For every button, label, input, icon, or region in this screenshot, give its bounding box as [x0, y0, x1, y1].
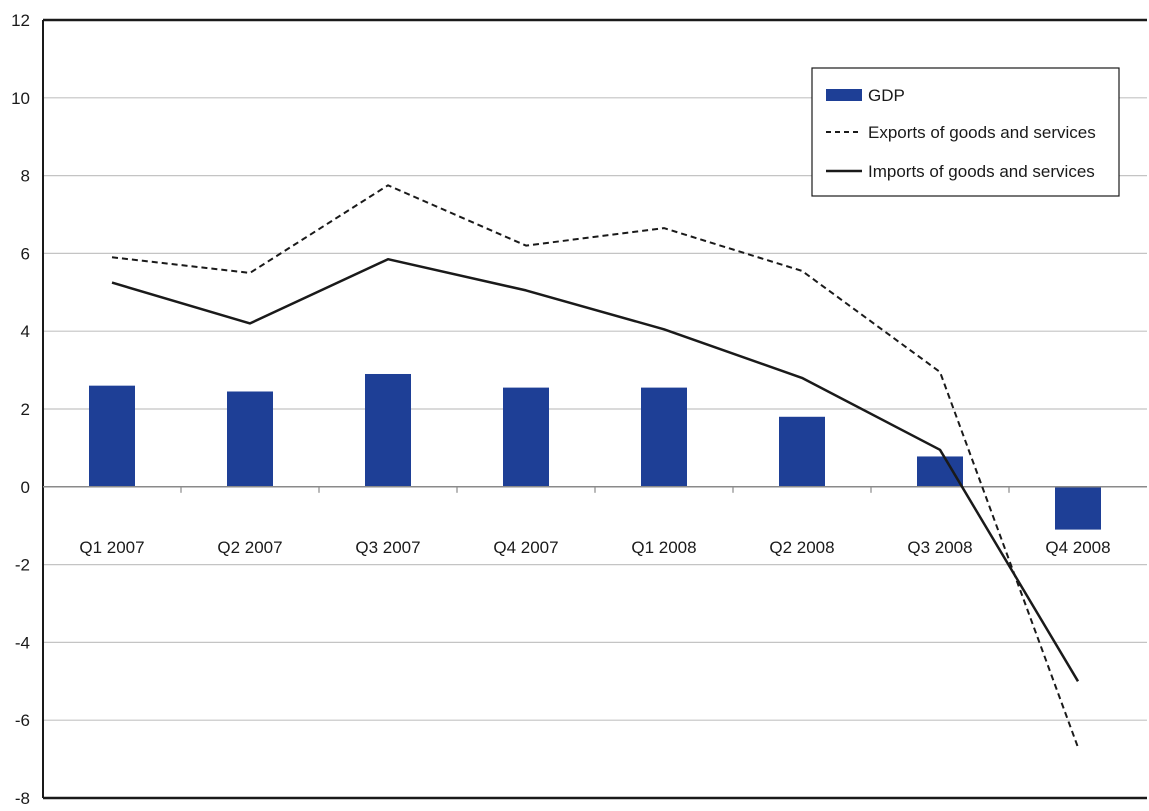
- x-tick-label: Q2 2008: [769, 538, 834, 557]
- legend-label-exports: Exports of goods and services: [868, 123, 1096, 142]
- y-tick-label: 6: [21, 244, 30, 263]
- axes: [42, 18, 1147, 800]
- bar-gdp: [641, 387, 687, 487]
- y-tick-label: -2: [15, 556, 30, 575]
- bar-gdp: [227, 391, 273, 487]
- x-tick-labels: Q1 2007 Q2 2007 Q3 2007 Q4 2007 Q1 2008 Q2 20…: [79, 538, 1110, 557]
- y-tick-labels: 12 10 8 6 4 2 0 -2 -4 -6 -8: [11, 11, 30, 808]
- legend-label-gdp: GDP: [868, 86, 905, 105]
- bar-gdp: [1055, 486, 1101, 530]
- legend-label-imports: Imports of goods and services: [868, 162, 1095, 181]
- x-tick-label: Q3 2008: [907, 538, 972, 557]
- y-tick-label: 8: [21, 167, 30, 186]
- legend-swatch-gdp: [826, 89, 862, 101]
- line-imports: [111, 257, 1080, 682]
- x-tick-label: Q1 2008: [631, 538, 696, 557]
- y-tick-label: 12: [11, 11, 30, 30]
- bar-gdp: [503, 387, 549, 487]
- y-tick-label: -6: [15, 711, 30, 730]
- y-tick-label: -8: [15, 789, 30, 806]
- legend-box: [811, 67, 1120, 197]
- legend: GDP Exports of goods and services Import…: [811, 67, 1120, 197]
- y-tick-label: 4: [21, 322, 30, 341]
- y-tick-label: 0: [21, 478, 30, 497]
- gdp-bars: [89, 373, 1101, 530]
- y-tick-label: 2: [21, 400, 30, 419]
- bar-gdp: [89, 385, 135, 487]
- x-tick-label: Q1 2007: [79, 538, 144, 557]
- x-tick-label: Q4 2007: [493, 538, 558, 557]
- x-tick-label: Q4 2008: [1045, 538, 1110, 557]
- series-lines: [111, 184, 1080, 748]
- x-tick-label: Q2 2007: [217, 538, 282, 557]
- y-tick-label: 10: [11, 89, 30, 108]
- bar-gdp: [365, 373, 411, 487]
- line-exports: [111, 184, 1079, 748]
- x-tick-label: Q3 2007: [355, 538, 420, 557]
- bar-gdp: [917, 456, 963, 487]
- bar-gdp: [779, 416, 825, 487]
- y-tick-label: -4: [15, 633, 30, 652]
